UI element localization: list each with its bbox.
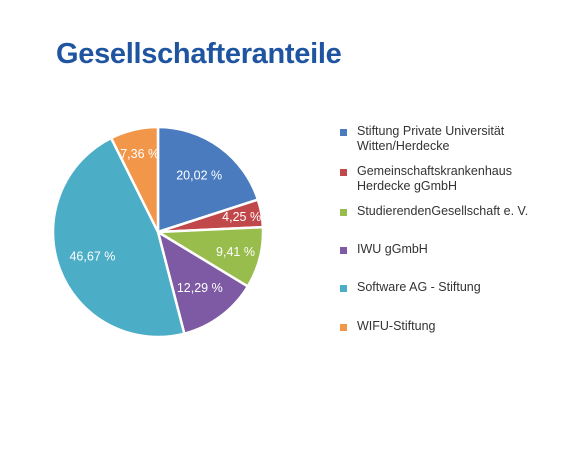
pie-slice-wifu-stiftung <box>109 125 160 234</box>
legend-label: WIFU-Stiftung <box>357 319 436 333</box>
legend-swatch <box>340 129 347 136</box>
legend-swatch <box>340 169 347 176</box>
legend-item-stiftung-private-universit-t-witten-herdecke: Stiftung Private Universität Witten/Herd… <box>340 124 504 154</box>
legend-swatch <box>340 324 347 331</box>
legend-label: StudierendenGesellschaft e. V. <box>357 204 529 218</box>
legend-item-software-ag-stiftung: Software AG - Stiftung <box>340 280 481 295</box>
legend-item-studierendengesellschaft-e-v: StudierendenGesellschaft e. V. <box>340 204 528 219</box>
legend-label: Gemeinschaftskrankenhaus Herdecke gGmbH <box>357 164 512 193</box>
legend-swatch <box>340 285 347 292</box>
slice-label-iwu-ggmbh: 12,29 % <box>177 281 223 295</box>
slice-label-wifu-stiftung: 7,36 % <box>120 147 159 161</box>
legend-swatch <box>340 209 347 216</box>
legend-swatch <box>340 247 347 254</box>
chart-title: Gesellschafteranteile <box>56 38 342 70</box>
legend-item-wifu-stiftung: WIFU-Stiftung <box>340 319 436 334</box>
slice-label-gemeinschaftskrankenhaus-herdecke-ggmbh: 4,25 % <box>222 210 261 224</box>
legend-label: Stiftung Private Universität Witten/Herd… <box>357 124 505 153</box>
pie-slice-stiftung-private-universit-t-witten-herdecke <box>156 125 260 234</box>
slice-label-software-ag-stiftung: 46,67 % <box>69 250 115 264</box>
slice-label-studierendengesellschaft-e-v: 9,41 % <box>216 245 255 259</box>
legend-item-gemeinschaftskrankenhaus-herdecke-ggmbh: Gemeinschaftskrankenhaus Herdecke gGmbH <box>340 164 512 194</box>
pie-slice-software-ag-stiftung <box>51 136 186 339</box>
pie-slice-iwu-ggmbh <box>156 230 250 335</box>
legend-item-iwu-ggmbh: IWU gGmbH <box>340 242 428 257</box>
slice-label-stiftung-private-universit-t-witten-herdecke: 20,02 % <box>176 168 222 182</box>
legend-label: IWU gGmbH <box>357 242 428 256</box>
legend-label: Software AG - Stiftung <box>357 280 481 294</box>
